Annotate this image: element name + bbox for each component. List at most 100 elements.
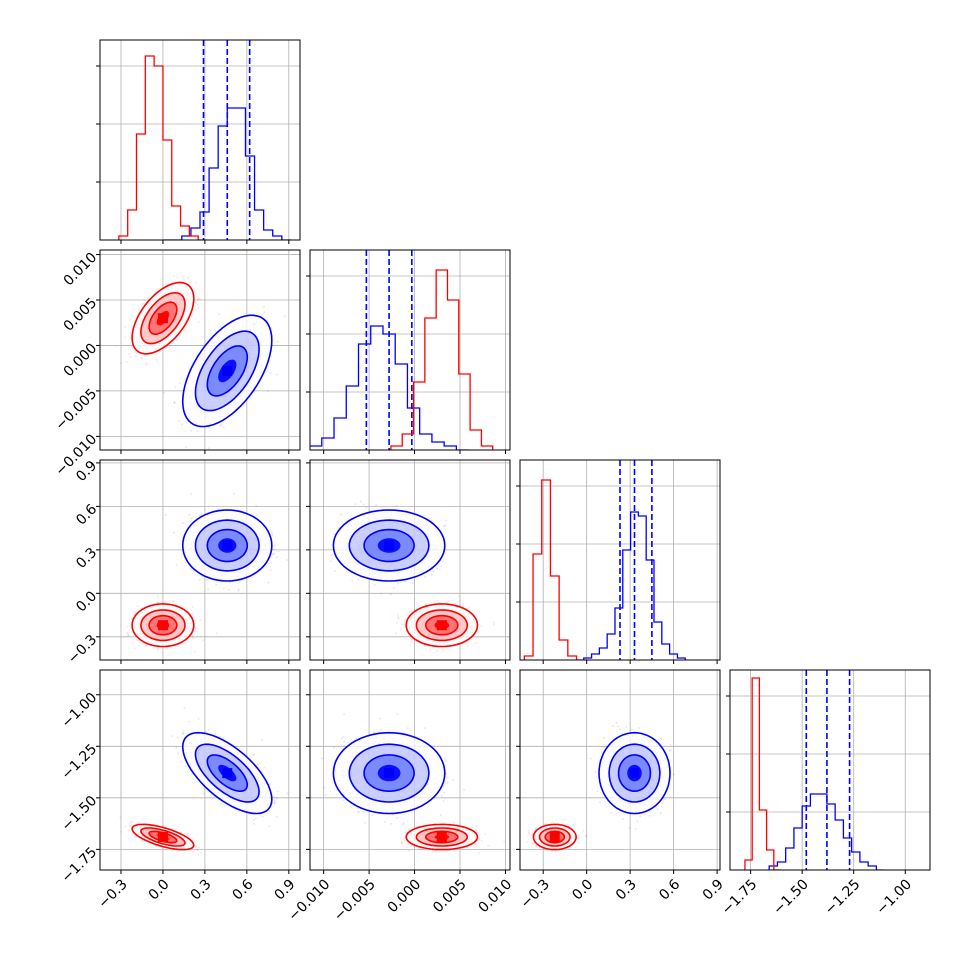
scatter-point [156, 287, 159, 290]
scatter-point [138, 308, 141, 311]
scatter-point [428, 517, 431, 520]
y-tick-label: 0.010 [61, 250, 101, 290]
scatter-point [163, 601, 166, 604]
scatter-point [340, 513, 343, 516]
scatter-point [444, 524, 447, 527]
scatter-point [172, 274, 175, 277]
scatter-point [196, 298, 199, 301]
histogram-blue [310, 325, 469, 450]
scatter-point [145, 362, 148, 365]
panel-0-0 [100, 40, 300, 240]
scatter-point [126, 625, 129, 628]
scatter-point [144, 644, 147, 647]
scatter-point [178, 420, 181, 423]
scatter-point [271, 533, 274, 536]
scatter-point [430, 573, 433, 576]
scatter-point [156, 601, 159, 604]
scatter-point [359, 500, 362, 503]
scatter-point [205, 578, 208, 581]
scatter-point [197, 307, 200, 310]
scatter-point [200, 512, 203, 515]
scatter-point [194, 281, 197, 284]
scatter-point [196, 304, 199, 307]
scatter-point [207, 588, 210, 591]
scatter-point [162, 391, 165, 394]
scatter-point [351, 579, 354, 582]
scatter-point [128, 345, 131, 348]
scatter-point [164, 514, 167, 517]
scatter-point [143, 644, 146, 647]
scatter-point [136, 604, 139, 607]
scatter-point [227, 589, 230, 592]
scatter-point [380, 592, 383, 595]
scatter-point [424, 575, 427, 578]
histogram-red [390, 269, 494, 450]
scatter-point [125, 631, 128, 634]
scatter-point [263, 311, 266, 314]
scatter-point [129, 331, 132, 334]
scatter-point [276, 340, 279, 343]
y-tick-label: −0.3 [65, 632, 100, 667]
scatter-point [189, 568, 192, 571]
scatter-point [194, 619, 197, 622]
scatter-point [181, 423, 184, 426]
scatter-point [127, 634, 130, 637]
scatter-point [274, 544, 277, 547]
scatter-point [215, 632, 218, 635]
scatter-point [269, 529, 272, 532]
scatter-point [270, 561, 273, 564]
scatter-point [144, 362, 147, 365]
scatter-point [202, 639, 205, 642]
scatter-point [129, 318, 132, 321]
scatter-point [271, 531, 274, 534]
scatter-point [166, 647, 169, 650]
y-tick-label: 0.005 [61, 295, 101, 335]
scatter-point [232, 492, 235, 495]
scatter-point [404, 580, 407, 583]
scatter-point [194, 309, 197, 312]
density-peak [222, 365, 233, 376]
scatter-point [207, 447, 210, 450]
scatter-point [480, 624, 483, 627]
scatter-point [255, 504, 258, 507]
y-tick-label: 0.6 [73, 501, 100, 528]
scatter-point [197, 297, 200, 300]
scatter-point [126, 361, 129, 364]
scatter-point [357, 578, 360, 581]
scatter-point [182, 278, 185, 281]
scatter-point [333, 533, 336, 536]
scatter-point [172, 600, 175, 603]
scatter-point [222, 426, 225, 429]
y-tick-label: 0.3 [73, 545, 100, 572]
scatter-point [269, 372, 272, 375]
scatter-point [137, 639, 140, 642]
scatter-point [134, 355, 137, 358]
scatter-point [271, 553, 274, 556]
scatter-point [404, 618, 407, 621]
scatter-point [222, 587, 225, 590]
scatter-point [429, 648, 432, 651]
scatter-point [197, 320, 200, 323]
scatter-point [135, 639, 138, 642]
scatter-point [129, 356, 132, 359]
scatter-point [152, 646, 155, 649]
scatter-point [263, 306, 266, 309]
scatter-point [131, 314, 134, 317]
scatter-point [156, 359, 159, 362]
scatter-point [155, 289, 158, 292]
scatter-point [440, 565, 443, 568]
density-peak [157, 620, 168, 631]
scatter-point [436, 567, 439, 570]
scatter-point [131, 347, 134, 350]
scatter-point [190, 429, 193, 432]
panel-2-1 [310, 460, 510, 660]
scatter-point [192, 570, 195, 573]
scatter-point [173, 401, 176, 404]
scatter-point [127, 634, 130, 637]
scatter-point [354, 503, 357, 506]
scatter-point [214, 330, 217, 333]
scatter-point [173, 401, 176, 404]
scatter-point [187, 276, 190, 279]
scatter-point [389, 593, 392, 596]
scatter-point [283, 315, 286, 318]
